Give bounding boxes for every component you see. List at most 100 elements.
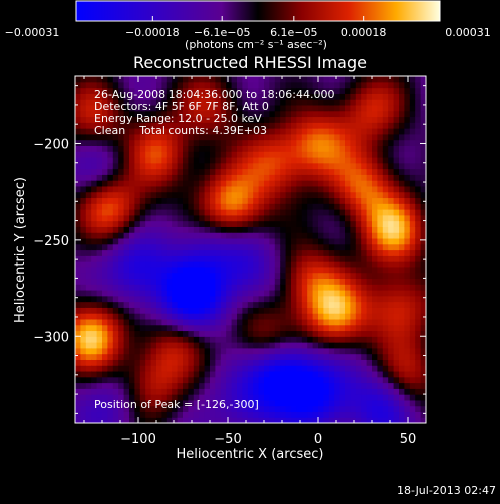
heatmap-cell xyxy=(85,226,92,233)
heatmap-cell xyxy=(323,87,330,94)
heatmap-cell xyxy=(145,307,152,314)
heatmap-cell xyxy=(301,162,308,170)
heatmap-cell xyxy=(409,237,416,245)
heatmap-cell xyxy=(96,278,103,285)
heatmap-cell xyxy=(215,295,222,303)
heatmap-cell xyxy=(107,168,114,175)
heatmap-cell xyxy=(204,417,211,423)
heatmap-cell xyxy=(188,203,195,210)
heatmap-cell xyxy=(291,394,297,401)
heatmap-cell xyxy=(199,81,206,89)
heatmap-cell xyxy=(404,185,411,193)
heatmap-cell xyxy=(323,180,330,187)
heatmap-cell xyxy=(355,318,362,326)
heatmap-cell xyxy=(193,353,200,360)
heatmap-cell xyxy=(112,324,119,332)
heatmap-cell xyxy=(388,180,395,187)
heatmap-cell xyxy=(399,272,405,280)
heatmap-cell xyxy=(409,122,416,129)
heatmap-cell xyxy=(301,307,308,314)
heatmap-cell xyxy=(177,110,184,118)
heatmap-cell xyxy=(291,255,297,262)
heatmap-cell xyxy=(366,382,373,389)
heatmap-cell xyxy=(80,185,87,193)
heatmap-cell xyxy=(150,191,157,199)
heatmap-cell xyxy=(118,180,125,187)
heatmap-cell xyxy=(166,185,173,193)
heatmap-cell xyxy=(372,307,378,314)
heatmap-cell xyxy=(85,370,92,378)
heatmap-cell xyxy=(366,174,373,181)
heatmap-cell xyxy=(280,191,287,199)
heatmap-cell xyxy=(280,104,287,112)
heatmap-cell xyxy=(96,174,103,181)
heatmap-cell xyxy=(328,156,335,164)
heatmap-cell xyxy=(204,110,211,118)
heatmap-cell xyxy=(220,255,227,262)
heatmap-cell xyxy=(145,388,152,395)
heatmap-cell xyxy=(307,168,314,175)
heatmap-cell xyxy=(269,232,276,239)
heatmap-cell xyxy=(372,191,378,199)
heatmap-cell xyxy=(231,99,238,106)
heatmap-cell xyxy=(75,133,81,141)
heatmap-cell xyxy=(75,266,81,274)
heatmap-cell xyxy=(75,347,81,355)
heatmap-cell xyxy=(280,342,287,349)
heatmap-cell xyxy=(377,359,384,366)
heatmap-cell xyxy=(129,266,135,274)
heatmap-cell xyxy=(291,318,297,326)
heatmap-cell xyxy=(339,168,346,175)
heatmap-cell xyxy=(420,342,426,349)
heatmap-cell xyxy=(237,191,243,199)
heatmap-cell xyxy=(291,405,297,413)
heatmap-cell xyxy=(166,110,173,118)
heatmap-cell xyxy=(301,156,308,164)
heatmap-cell xyxy=(166,191,173,199)
heatmap-cell xyxy=(166,388,173,395)
heatmap-cell xyxy=(258,76,265,83)
heatmap-cell xyxy=(75,405,81,413)
heatmap-cell xyxy=(393,122,400,129)
heatmap-cell xyxy=(355,411,362,418)
heatmap-cell xyxy=(91,116,98,123)
heatmap-cell xyxy=(183,104,189,112)
heatmap-cell xyxy=(156,295,162,303)
heatmap-cell xyxy=(172,116,179,123)
heatmap-cell xyxy=(231,174,238,181)
heatmap-cell xyxy=(210,353,216,360)
heatmap-cell xyxy=(382,81,389,89)
heatmap-cell xyxy=(177,388,184,395)
heatmap-cell xyxy=(204,359,211,366)
heatmap-cell xyxy=(296,289,303,297)
heatmap-cell xyxy=(350,359,357,366)
heatmap-cell xyxy=(161,209,168,216)
heatmap-cell xyxy=(80,342,87,349)
heatmap-cell xyxy=(366,266,373,274)
heatmap-cell xyxy=(355,76,362,83)
heatmap-cell xyxy=(345,139,351,146)
heatmap-cell xyxy=(215,342,222,349)
heatmap-cell xyxy=(204,411,211,418)
heatmap-cell xyxy=(253,353,260,360)
heatmap-cell xyxy=(118,168,125,175)
heatmap-cell xyxy=(280,255,287,262)
heatmap-cell xyxy=(350,394,357,401)
heatmap-cell xyxy=(318,122,324,129)
heatmap-cell xyxy=(328,411,335,418)
heatmap-cell xyxy=(388,342,395,349)
heatmap-cell xyxy=(220,382,227,389)
heatmap-cell xyxy=(199,399,206,407)
heatmap-cell xyxy=(210,133,216,141)
heatmap-cell xyxy=(204,139,211,146)
heatmap-cell xyxy=(177,394,184,401)
heatmap-cell xyxy=(156,318,162,326)
heatmap-cell xyxy=(102,203,108,210)
heatmap-cell xyxy=(372,347,378,355)
heatmap-cell xyxy=(355,203,362,210)
heatmap-cell xyxy=(366,289,373,297)
heatmap-cell xyxy=(129,243,135,251)
heatmap-cell xyxy=(102,342,108,349)
heatmap-cell xyxy=(210,197,216,204)
heatmap-cell xyxy=(226,214,233,222)
